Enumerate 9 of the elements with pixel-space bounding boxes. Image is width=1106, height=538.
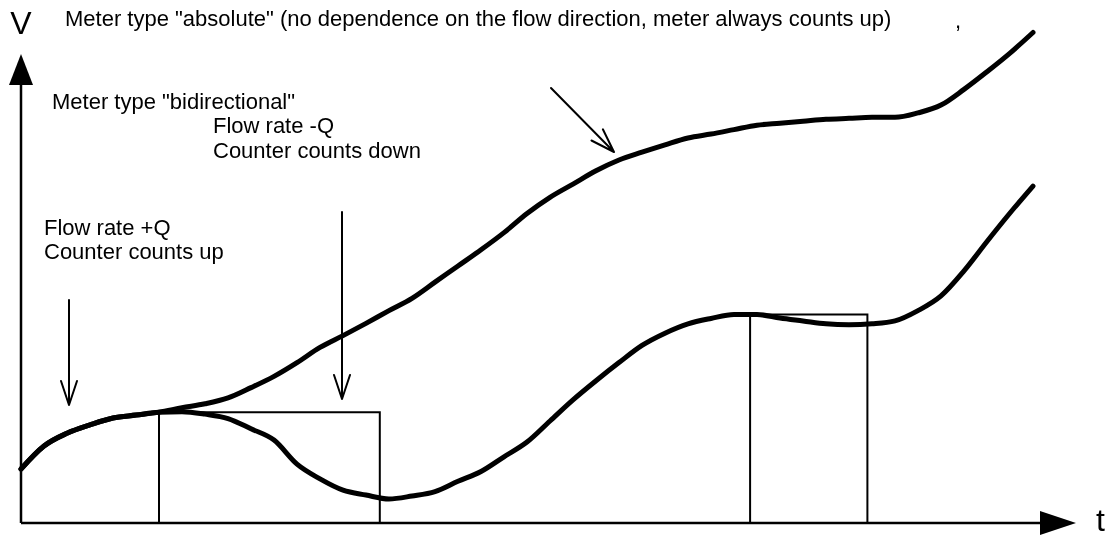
text: Meter type "absolute" (no dependence on the flow direction, meter always counts up): [65, 6, 892, 31]
annotation: Meter type "bidirectional": [52, 89, 296, 114]
annotation: Flow rate -Q: [213, 113, 335, 138]
annotation: ,: [955, 8, 962, 33]
y-axis-title: V: [10, 5, 33, 41]
annotation: Flow rate +Q: [44, 215, 171, 240]
annotation: Counter counts down: [213, 138, 421, 163]
x-axis-title: t: [1096, 502, 1105, 538]
annotation: Counter counts up: [44, 239, 224, 264]
